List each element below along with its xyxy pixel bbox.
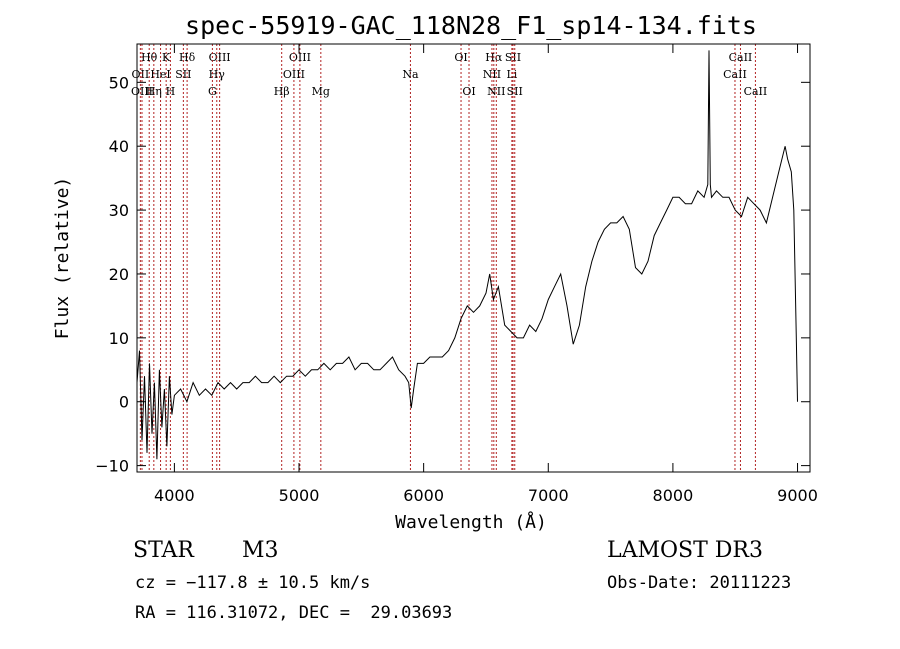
line-label: Hα [485,51,503,64]
line-label: OI [462,85,475,98]
line-label: OI [454,51,467,64]
y-tick-label: 30 [109,201,129,220]
y-axis-label: Flux (relative) [52,177,73,340]
line-label: OIII [289,51,311,64]
x-tick-label: 4000 [154,486,195,505]
line-label: G [208,85,217,98]
x-tick-label: 9000 [777,486,818,505]
line-label: OIII [209,51,231,64]
line-label: K [162,51,171,64]
line-label: CaII [744,85,768,98]
line-label: CaII [729,51,753,64]
redshift-velocity: cz = −117.8 ± 10.5 km/s [135,573,371,593]
x-tick-label: 7000 [528,486,569,505]
line-label: Hβ [274,85,290,98]
y-tick-label: −10 [95,457,129,476]
y-tick-label: 10 [109,329,129,348]
flux-line [136,50,798,460]
y-tick-label: 0 [119,393,129,412]
line-label: SII [175,68,191,81]
plot-frame [136,43,811,473]
observation-date: Obs-Date: 20111223 [607,573,792,593]
x-tick-label: 8000 [653,486,694,505]
line-label: CaII [723,68,747,81]
x-tick-label: 6000 [403,486,444,505]
line-label: HeI [150,68,170,81]
coordinates: RA = 116.31072, DEC = 29.03693 [135,603,453,623]
axis-ticks: 4000 5000 6000 7000 8000 9000 −10 0 10 20 30 40 50 [95,44,818,505]
line-label: SII [507,85,523,98]
line-label: Hγ [209,68,226,81]
emission-line-markers: Hθ OII OIII K HeI Hη SII H Hδ OIII Hγ G Hβ OIII OIII Mg… [131,44,767,472]
y-tick-label: 50 [109,73,129,92]
line-label: Mg [312,85,330,98]
line-label: Li [506,68,517,81]
y-tick-label: 20 [109,265,129,284]
chart-title: spec-55919-GAC_118N28_F1_sp14-134.fits [185,11,757,40]
line-label: OII [132,68,150,81]
line-label: Hη [146,85,162,98]
line-label: SII [505,51,521,64]
line-label: NII [483,68,501,81]
line-label: OIII [131,85,153,98]
line-label: Hθ [141,51,158,64]
object-class: STAR [133,538,194,563]
x-tick-label: 5000 [279,486,320,505]
survey-name: LAMOST DR3 [607,538,763,563]
line-label: Hδ [179,51,196,64]
x-axis-label: Wavelength (Å) [395,511,547,533]
line-label: H [166,85,176,98]
line-label: OIII [283,68,305,81]
line-label: NII [487,85,505,98]
line-label: Na [402,68,419,81]
y-tick-label: 40 [109,137,129,156]
object-subclass: M3 [242,538,279,563]
